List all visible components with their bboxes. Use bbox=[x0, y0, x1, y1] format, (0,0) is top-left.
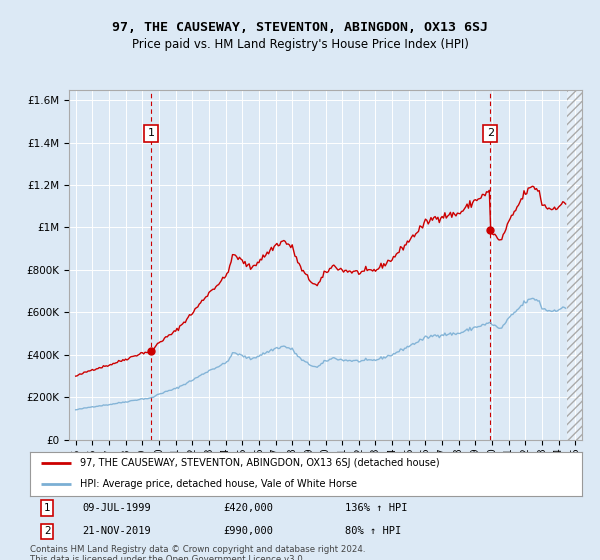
Text: 97, THE CAUSEWAY, STEVENTON, ABINGDON, OX13 6SJ: 97, THE CAUSEWAY, STEVENTON, ABINGDON, O… bbox=[112, 21, 488, 34]
Text: 1: 1 bbox=[44, 503, 50, 513]
Text: 1: 1 bbox=[148, 128, 155, 138]
Text: £990,000: £990,000 bbox=[223, 526, 273, 536]
Text: 136% ↑ HPI: 136% ↑ HPI bbox=[344, 503, 407, 513]
Text: 21-NOV-2019: 21-NOV-2019 bbox=[82, 526, 151, 536]
Text: 80% ↑ HPI: 80% ↑ HPI bbox=[344, 526, 401, 536]
Text: 09-JUL-1999: 09-JUL-1999 bbox=[82, 503, 151, 513]
Text: HPI: Average price, detached house, Vale of White Horse: HPI: Average price, detached house, Vale… bbox=[80, 479, 356, 489]
Text: £420,000: £420,000 bbox=[223, 503, 273, 513]
Bar bbox=[567, 90, 582, 440]
Text: 2: 2 bbox=[487, 128, 494, 138]
Text: Contains HM Land Registry data © Crown copyright and database right 2024.
This d: Contains HM Land Registry data © Crown c… bbox=[30, 545, 365, 560]
Text: 2: 2 bbox=[44, 526, 50, 536]
Text: Price paid vs. HM Land Registry's House Price Index (HPI): Price paid vs. HM Land Registry's House … bbox=[131, 38, 469, 50]
Text: 97, THE CAUSEWAY, STEVENTON, ABINGDON, OX13 6SJ (detached house): 97, THE CAUSEWAY, STEVENTON, ABINGDON, O… bbox=[80, 458, 439, 468]
Bar bbox=[567, 90, 582, 440]
